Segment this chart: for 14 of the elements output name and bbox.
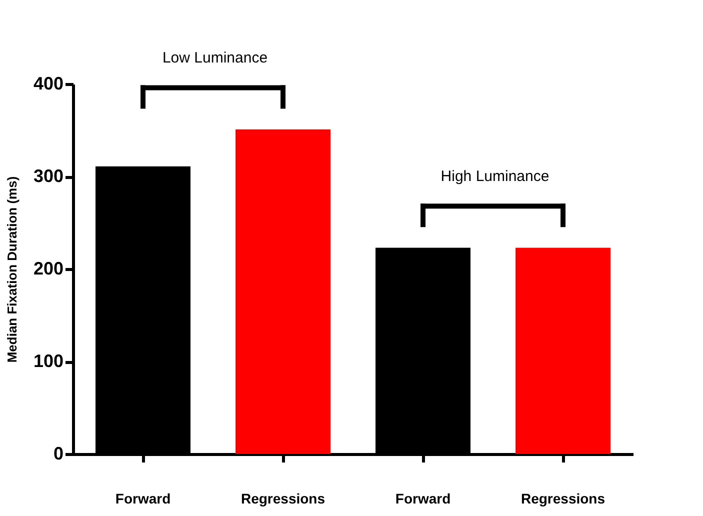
bar — [516, 248, 610, 454]
y-tick-label: 400 — [33, 74, 64, 94]
x-tick-label: Regressions — [520, 490, 606, 506]
text: Low Luminance — [162, 50, 268, 67]
y-axis-title: Median Fixation Duration (ms) — [4, 176, 20, 363]
x-tick-label: Forward — [115, 490, 171, 506]
bar — [236, 129, 330, 454]
y-tick-label: 100 — [33, 351, 64, 371]
y-tick-label: 0 — [53, 444, 64, 464]
annotation: High Luminance — [440, 168, 550, 186]
x-tick-label: Regressions — [240, 490, 326, 506]
y-tick-label: 300 — [33, 166, 64, 186]
x-tick-label: Forward — [395, 490, 451, 506]
y-tick-label: 200 — [33, 258, 64, 278]
